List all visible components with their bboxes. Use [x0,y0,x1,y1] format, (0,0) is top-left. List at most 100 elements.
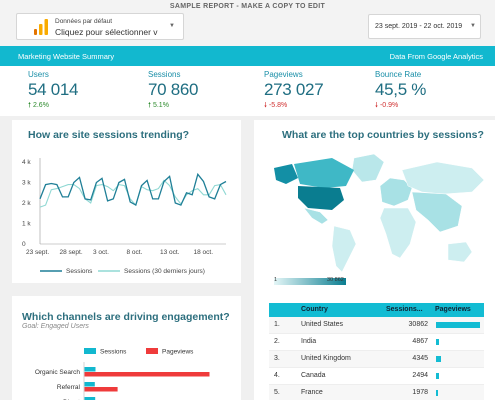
map-alaska [274,164,298,184]
row-rank: 4. [274,372,280,379]
map-color-legend [274,278,346,285]
y-tick-label: 4 k [22,159,31,166]
row-sessions: 2494 [412,372,428,379]
row-rank: 2. [274,338,280,345]
bar-sessions [84,397,96,400]
map-usa [298,186,344,210]
kpi-value: 45,5 % [375,80,427,99]
map-canada [294,158,354,188]
caret-down-icon: ▼ [470,23,476,29]
channels-panel [12,296,241,400]
kpi-pageviews: Pageviews 273 027 🠗 -5.8% [264,70,324,112]
world-map [274,153,485,273]
bar-pageviews [84,387,118,392]
row-sessions: 1978 [412,389,428,396]
y-tick-label: 3 k [22,180,31,187]
row-pageviews-bar [436,339,440,345]
row-rank: 5. [274,389,280,396]
kpi-value: 273 027 [264,80,324,99]
x-tick-label: 8 oct. [127,249,143,256]
y-tick-label: 2 k [22,200,31,207]
channels-subtitle: Goal: Engaged Users [22,323,89,330]
bar-pageviews [84,372,210,377]
legend-label-pageviews: Pageviews [162,349,194,356]
map-australia [447,241,473,263]
channels-title: Which channels are driving engagement? [22,311,230,323]
legend-label-sessions: Sessions [100,349,127,356]
date-range-picker[interactable]: 23 sept. 2019 - 22 oct. 2019 ▼ [368,14,481,39]
y-tick-label: 1 k [22,221,31,228]
kpi-label: Users [28,70,49,79]
analytics-logo-icon [34,19,48,35]
column-header-country[interactable]: Country [301,306,328,313]
table-row[interactable]: 3. United Kingdom 4345 [269,351,484,368]
x-tick-label: 3 oct. [93,249,109,256]
map-greenland [351,153,385,183]
row-country: United States [301,321,344,328]
kpi-change: 🠗 -0.9% [375,102,399,109]
arrow-down-icon: 🠗 [375,102,379,109]
series-line-sessions [39,172,227,207]
legend-swatch-sessions [84,348,96,354]
map-mexico [303,207,329,225]
map-legend-max: 30 862 [327,277,344,283]
row-sessions: 4345 [412,355,428,362]
kpi-users: Users 54 014 🠕 2.6% [28,70,79,112]
map-legend-min: 1 [274,277,278,283]
table-row[interactable]: 5. France 1978 [269,385,484,400]
kpi-bounce-rate: Bounce Rate 45,5 % 🠗 -0.9% [375,70,426,112]
row-pageviews-bar [436,322,480,328]
kpi-sessions: Sessions 70 860 🠕 5.1% [148,70,199,112]
kpi-value: 54 014 [28,80,79,99]
table-row[interactable]: 2. India 4867 [269,334,484,351]
row-pageviews-bar [436,356,441,362]
countries-table: Country Sessions... Pageviews 1. United S… [269,303,484,400]
column-header-sessions[interactable]: Sessions... [386,306,423,313]
x-tick-label: 23 sept. [26,249,49,256]
summary-banner: Marketing Website Summary Data From Goog… [0,46,495,66]
banner-source: Data From Google Analytics [389,52,483,61]
row-pageviews-bar [436,390,438,396]
date-range-value: 23 sept. 2019 - 22 oct. 2019 [375,23,463,30]
sample-report-label: SAMPLE REPORT - MAKE A COPY TO EDIT [169,3,326,10]
kpi-value: 70 860 [148,80,199,99]
kpi-change: 🠗 -5.8% [264,102,288,109]
x-tick-label: 13 oct. [160,249,180,256]
legend-label-sessions-previous: Sessions (30 derniers jours) [124,268,205,275]
datasource-value: Cliquez pour sélectionner v [55,27,158,37]
y-tick-label: 0 [22,241,26,248]
column-header-pageviews[interactable]: Pageviews [435,306,471,313]
map-europe [379,177,413,207]
x-tick-label: 28 sept. [60,249,83,256]
arrow-up-icon: 🠕 [148,102,152,109]
bar-sessions [84,382,95,387]
row-sessions: 4867 [412,338,428,345]
kpi-label: Bounce Rate [375,70,422,79]
row-rank: 1. [274,321,280,328]
legend-swatch-pageviews [146,348,158,354]
legend-label-sessions: Sessions [66,268,93,275]
map-africa [379,207,417,259]
table-row[interactable]: 1. United States 30862 [269,317,484,334]
table-row[interactable]: 4. Canada 2494 [269,368,484,385]
row-pageviews-bar [436,373,439,379]
category-label: Referral [57,384,81,391]
row-sessions: 30862 [408,321,428,328]
bar-sessions [84,367,96,372]
datasource-selector[interactable]: Données par défaut Cliquez pour sélectio… [16,13,184,40]
category-label: Organic Search [35,369,81,376]
report-header: SAMPLE REPORT - MAKE A COPY TO EDIT Donn… [0,0,495,46]
arrow-down-icon: 🠗 [264,102,268,109]
arrow-up-icon: 🠕 [28,102,32,109]
kpi-change: 🠕 5.1% [148,102,169,109]
row-country: Canada [301,372,326,379]
series-line-sessions-previous [39,179,227,208]
datasource-label: Données par défaut [55,18,113,25]
trend-panel [12,120,241,283]
x-tick-label: 18 oct. [194,249,214,256]
map-south-america [331,225,357,273]
kpi-change: 🠕 2.6% [28,102,49,109]
banner-title: Marketing Website Summary [18,52,115,61]
trend-title: How are site sessions trending? [28,129,190,141]
